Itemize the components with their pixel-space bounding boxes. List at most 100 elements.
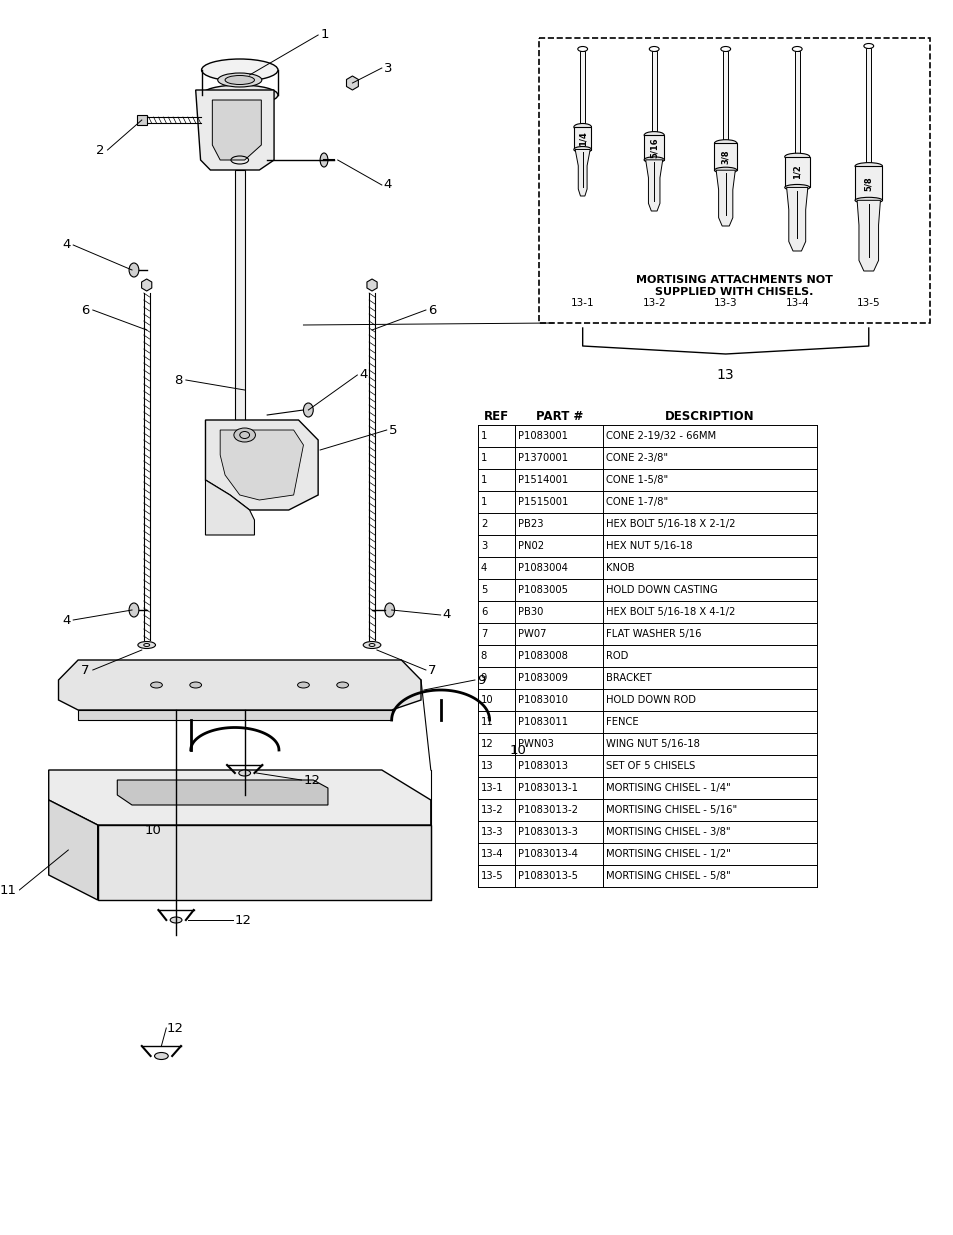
Polygon shape bbox=[716, 170, 735, 226]
Polygon shape bbox=[579, 51, 584, 127]
Ellipse shape bbox=[297, 682, 309, 688]
Text: 13-2: 13-2 bbox=[480, 805, 503, 815]
Text: 4: 4 bbox=[62, 238, 71, 252]
Text: DESCRIPTION: DESCRIPTION bbox=[664, 410, 754, 424]
Text: 9: 9 bbox=[480, 673, 487, 683]
Polygon shape bbox=[234, 170, 244, 490]
Polygon shape bbox=[722, 51, 727, 143]
Text: 10: 10 bbox=[144, 824, 161, 836]
Text: FLAT WASHER 5/16: FLAT WASHER 5/16 bbox=[605, 629, 701, 638]
Text: 6: 6 bbox=[81, 304, 90, 316]
Text: MORTISING CHISEL - 5/8": MORTISING CHISEL - 5/8" bbox=[605, 871, 730, 881]
Polygon shape bbox=[643, 135, 663, 159]
Polygon shape bbox=[651, 51, 656, 135]
Text: 4: 4 bbox=[62, 614, 71, 626]
Ellipse shape bbox=[854, 163, 882, 169]
Text: 6: 6 bbox=[428, 304, 436, 316]
Ellipse shape bbox=[303, 403, 313, 417]
Text: P1083013-4: P1083013-4 bbox=[517, 848, 578, 860]
Polygon shape bbox=[97, 825, 431, 900]
Ellipse shape bbox=[238, 769, 251, 776]
Polygon shape bbox=[575, 149, 590, 196]
Text: P1083013-1: P1083013-1 bbox=[517, 783, 578, 793]
Text: PB30: PB30 bbox=[517, 606, 543, 618]
Text: 10: 10 bbox=[480, 695, 493, 705]
Text: P1083013-3: P1083013-3 bbox=[517, 827, 578, 837]
Text: 13-4: 13-4 bbox=[480, 848, 503, 860]
Text: CONE 2-19/32 - 66MM: CONE 2-19/32 - 66MM bbox=[605, 431, 716, 441]
Text: 1/4: 1/4 bbox=[578, 131, 586, 146]
Ellipse shape bbox=[714, 140, 737, 147]
Text: P1515001: P1515001 bbox=[517, 496, 568, 508]
Polygon shape bbox=[856, 200, 880, 270]
Text: 1/2: 1/2 bbox=[792, 164, 801, 179]
Text: 7: 7 bbox=[81, 663, 90, 677]
Text: P1514001: P1514001 bbox=[517, 475, 568, 485]
Text: MORTISING ATTACHMENTS NOT
SUPPLIED WITH CHISELS.: MORTISING ATTACHMENTS NOT SUPPLIED WITH … bbox=[636, 275, 832, 296]
Text: 2: 2 bbox=[96, 143, 105, 157]
Polygon shape bbox=[784, 157, 809, 188]
Text: 5: 5 bbox=[480, 585, 487, 595]
Polygon shape bbox=[205, 420, 317, 510]
Text: HEX NUT 5/16-18: HEX NUT 5/16-18 bbox=[605, 541, 692, 551]
Polygon shape bbox=[58, 659, 420, 710]
Text: 5/8: 5/8 bbox=[863, 175, 872, 190]
Text: 9: 9 bbox=[476, 673, 485, 687]
Ellipse shape bbox=[784, 184, 809, 190]
Text: 13-1: 13-1 bbox=[480, 783, 503, 793]
Text: HOLD DOWN ROD: HOLD DOWN ROD bbox=[605, 695, 696, 705]
Text: KNOB: KNOB bbox=[605, 563, 634, 573]
Text: P1083004: P1083004 bbox=[517, 563, 567, 573]
Text: 12: 12 bbox=[234, 914, 252, 926]
Text: 13: 13 bbox=[480, 761, 493, 771]
Ellipse shape bbox=[170, 918, 182, 923]
Text: 5: 5 bbox=[388, 424, 396, 436]
Text: P1083013-5: P1083013-5 bbox=[517, 871, 578, 881]
Ellipse shape bbox=[190, 682, 201, 688]
Polygon shape bbox=[854, 167, 882, 200]
Text: HEX BOLT 5/16-18 X 4-1/2: HEX BOLT 5/16-18 X 4-1/2 bbox=[605, 606, 735, 618]
Text: 10: 10 bbox=[509, 743, 525, 757]
Ellipse shape bbox=[643, 157, 663, 163]
Text: PART #: PART # bbox=[535, 410, 582, 424]
Text: 13-3: 13-3 bbox=[713, 298, 737, 308]
Text: MORTISING CHISEL - 1/4": MORTISING CHISEL - 1/4" bbox=[605, 783, 730, 793]
Text: P1083009: P1083009 bbox=[517, 673, 567, 683]
Ellipse shape bbox=[129, 263, 139, 277]
Text: 12: 12 bbox=[166, 1021, 183, 1035]
Text: SET OF 5 CHISELS: SET OF 5 CHISELS bbox=[605, 761, 695, 771]
Polygon shape bbox=[213, 100, 261, 161]
Ellipse shape bbox=[363, 641, 380, 648]
Text: 4: 4 bbox=[383, 179, 392, 191]
Text: REF: REF bbox=[483, 410, 509, 424]
Text: 8: 8 bbox=[174, 373, 183, 387]
Text: HOLD DOWN CASTING: HOLD DOWN CASTING bbox=[605, 585, 718, 595]
Text: WING NUT 5/16-18: WING NUT 5/16-18 bbox=[605, 739, 700, 748]
Text: 13-2: 13-2 bbox=[641, 298, 665, 308]
Ellipse shape bbox=[138, 641, 155, 648]
Text: MORTISING CHISEL - 5/16": MORTISING CHISEL - 5/16" bbox=[605, 805, 737, 815]
Text: 13-3: 13-3 bbox=[480, 827, 503, 837]
Text: 3: 3 bbox=[480, 541, 487, 551]
Text: 4: 4 bbox=[442, 609, 451, 621]
Ellipse shape bbox=[574, 124, 591, 131]
Text: 1: 1 bbox=[480, 431, 487, 441]
Text: 1: 1 bbox=[480, 453, 487, 463]
Text: PN02: PN02 bbox=[517, 541, 543, 551]
Polygon shape bbox=[49, 769, 431, 825]
Text: 12: 12 bbox=[480, 739, 493, 748]
Text: PW07: PW07 bbox=[517, 629, 546, 638]
Text: 13-4: 13-4 bbox=[784, 298, 808, 308]
Text: CONE 1-7/8": CONE 1-7/8" bbox=[605, 496, 668, 508]
Text: 8: 8 bbox=[480, 651, 487, 661]
Text: MORTISING CHISEL - 3/8": MORTISING CHISEL - 3/8" bbox=[605, 827, 730, 837]
Text: P1083013-2: P1083013-2 bbox=[517, 805, 578, 815]
Text: 2: 2 bbox=[480, 519, 487, 529]
Ellipse shape bbox=[336, 682, 348, 688]
Text: 13-5: 13-5 bbox=[480, 871, 503, 881]
Polygon shape bbox=[645, 159, 662, 211]
Text: 12: 12 bbox=[303, 773, 320, 787]
Text: ROD: ROD bbox=[605, 651, 628, 661]
Polygon shape bbox=[714, 143, 737, 170]
Text: P1083013: P1083013 bbox=[517, 761, 567, 771]
